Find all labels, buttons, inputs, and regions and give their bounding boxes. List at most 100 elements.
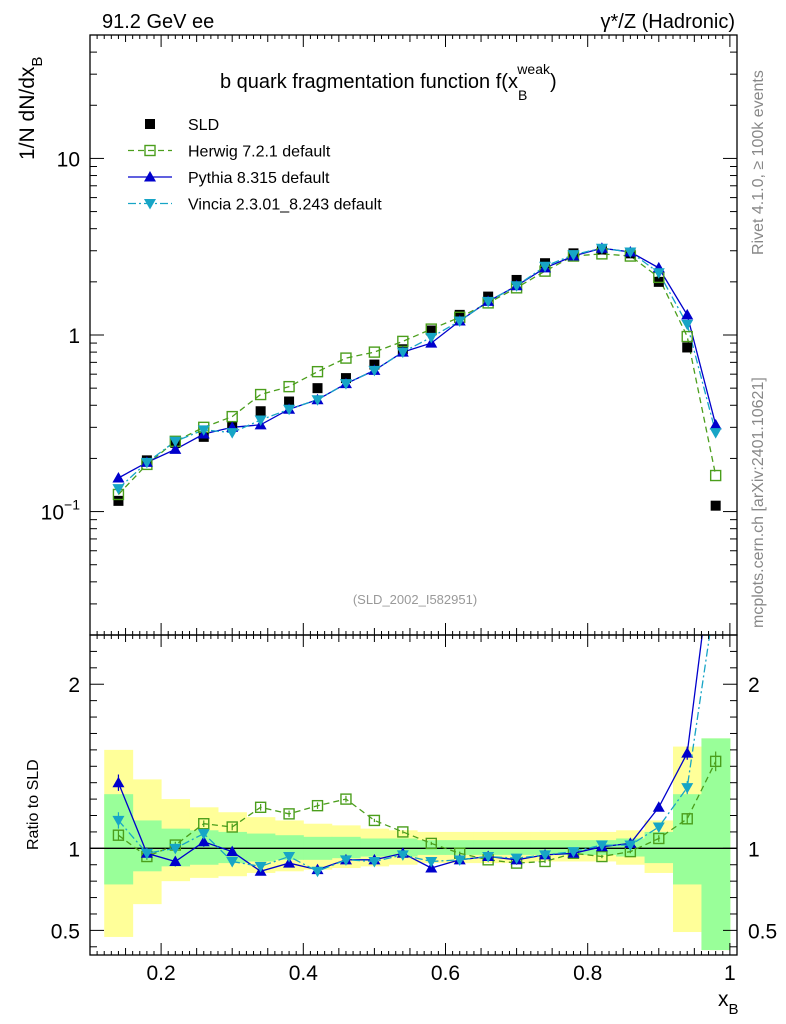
band-stat — [701, 738, 731, 951]
ratio-y-tick-label-right: 2 — [748, 674, 760, 697]
ratio-point-vincia-18 — [624, 840, 637, 852]
band-stat — [473, 840, 503, 855]
ratio-point-herwig-11 — [425, 837, 437, 850]
header-right: γ*/Z (Hadronic) — [601, 11, 735, 33]
ratio-point-herwig-21 — [709, 755, 722, 768]
ratio-point-pythia-2 — [169, 855, 182, 866]
ratio-point-vincia-6 — [283, 852, 296, 863]
point-herwig-9 — [368, 346, 381, 358]
point-vincia-14 — [510, 281, 523, 292]
ratio-point-herwig-20 — [681, 813, 693, 825]
point-vincia-2 — [169, 436, 182, 448]
point-vincia-20 — [681, 319, 694, 331]
ratio-point-herwig-10 — [397, 826, 409, 838]
ratio-point-herwig-4 — [226, 821, 238, 833]
point-pythia-2 — [169, 443, 182, 454]
ratio-point-vincia-0 — [112, 815, 125, 827]
legend-marker-sld — [145, 119, 155, 129]
legend-label-vincia: Vincia 2.3.01_8.243 default — [188, 197, 382, 214]
x-axis-label: xB — [718, 988, 739, 1018]
band-stat — [360, 838, 390, 857]
point-vincia-0 — [112, 484, 125, 495]
ratio-y-label: Ratio to SLD — [25, 759, 42, 850]
band-stat — [530, 840, 560, 855]
point-sld-21 — [710, 500, 721, 511]
point-vincia-5 — [254, 415, 267, 427]
point-vincia-17 — [595, 243, 608, 255]
ratio-y-tick-label-right: 1 — [748, 838, 760, 861]
point-vincia-3 — [197, 425, 210, 436]
point-sld-0 — [113, 495, 124, 506]
point-vincia-16 — [567, 250, 580, 261]
ratio-point-pythia-19 — [652, 801, 665, 812]
ratio-point-herwig-19 — [653, 832, 665, 845]
legend-marker-vincia — [144, 199, 156, 210]
ratio-uncertainty-bands — [104, 738, 731, 951]
ratio-line-herwig — [118, 761, 717, 864]
series-line-herwig — [117, 253, 717, 495]
ratio-point-herwig-17 — [596, 850, 608, 863]
legend: SLD Herwig 7.2.1 default Pythia 8.315 defa… — [128, 117, 382, 214]
point-herwig-21 — [709, 469, 722, 482]
point-herwig-5 — [254, 388, 267, 401]
series-line-vincia — [117, 247, 717, 490]
ratio-point-herwig-6 — [283, 808, 295, 820]
side-text-mcplots: mcplots.cern.ch [arXiv:2401.10621] — [750, 377, 767, 628]
ratio-point-herwig-5 — [254, 801, 267, 814]
point-vincia-21 — [709, 428, 722, 439]
point-vincia-6 — [283, 404, 296, 416]
legend-label-pythia: Pythia 8.315 default — [188, 170, 330, 187]
ratio-point-vincia-8 — [339, 855, 352, 866]
ratio-point-vincia-17 — [595, 840, 608, 852]
ratio-point-vincia-2 — [169, 843, 182, 855]
point-vincia-19 — [652, 268, 665, 279]
point-pythia-21 — [709, 418, 722, 430]
header-left: 91.2 GeV ee — [102, 11, 214, 33]
y-tick-label: 10−1 — [41, 497, 81, 525]
band-stat — [331, 836, 361, 859]
point-sld-6 — [284, 396, 295, 407]
ratio-point-vincia-21 — [710, 589, 722, 600]
point-vincia-13 — [482, 296, 495, 308]
ratio-panel-frame — [89, 634, 738, 956]
legend-label-sld: SLD — [188, 117, 219, 134]
legend-label-herwig: Herwig 7.2.1 default — [188, 144, 331, 161]
band-stat — [502, 840, 532, 855]
ratio-point-vincia-1 — [140, 848, 153, 860]
x-tick-label: 1 — [724, 962, 736, 985]
point-herwig-7 — [311, 365, 324, 378]
y-tick-label: 10 — [57, 148, 80, 171]
point-vincia-18 — [624, 247, 637, 259]
point-sld-20 — [682, 342, 693, 353]
ratio-point-vincia-19 — [652, 822, 665, 833]
point-vincia-15 — [539, 261, 552, 273]
ratio-point-pythia-20 — [681, 747, 694, 758]
chart-title: b quark fragmentation function f(xBweak) — [220, 61, 557, 103]
point-herwig-20 — [681, 330, 693, 343]
ratio-axis-ticks: 0.2 0.4 0.6 0.8 1 0.5 0.5 1 1 2 2 — [51, 634, 777, 985]
ratio-point-herwig-8 — [340, 793, 352, 805]
point-herwig-8 — [340, 352, 352, 364]
legend-marker-pythia — [144, 171, 156, 182]
point-vincia-4 — [226, 428, 239, 439]
ratio-point-pythia-3 — [197, 835, 210, 847]
x-tick-label: 0.4 — [289, 962, 319, 985]
point-vincia-9 — [368, 365, 381, 377]
ratio-point-pythia-0 — [112, 776, 125, 788]
point-vincia-7 — [311, 395, 324, 406]
ratio-point-herwig-7 — [311, 799, 324, 812]
point-sld-11 — [426, 325, 437, 336]
ratio-point-herwig-0 — [112, 829, 125, 841]
main-series-layer — [112, 242, 722, 511]
x-tick-label: 0.2 — [146, 962, 175, 985]
ratio-point-vincia-16 — [567, 847, 580, 858]
point-vincia-12 — [453, 316, 466, 328]
point-pythia-0 — [112, 471, 125, 483]
ratio-line-vincia — [117, 635, 711, 873]
y-axis-label: 1/N dN/dxB — [16, 57, 46, 160]
ratio-point-herwig-9 — [368, 814, 381, 827]
band-stat — [673, 794, 702, 885]
side-text-rivet: Rivet 4.1.0, ≥ 100k events — [750, 70, 767, 255]
ratio-point-vincia-20 — [681, 783, 694, 794]
